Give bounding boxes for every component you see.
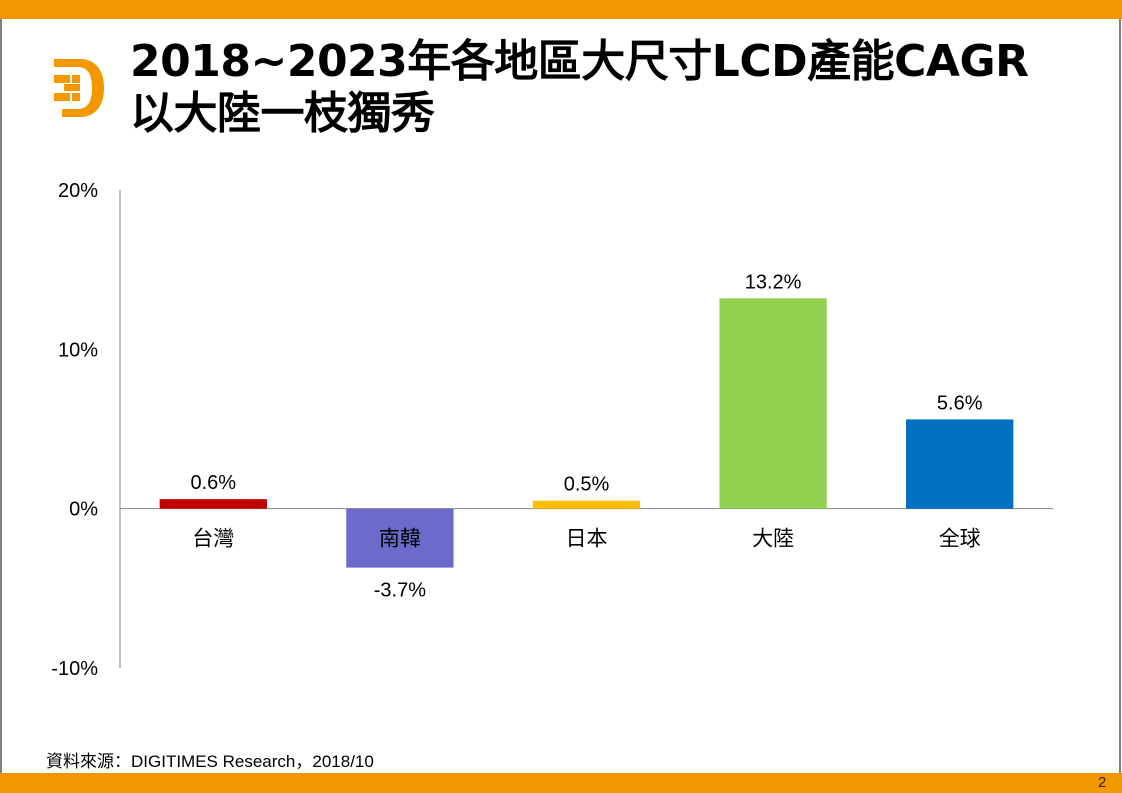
y-tick-label: 0% xyxy=(69,499,98,521)
bar xyxy=(159,499,267,509)
bar xyxy=(906,419,1014,509)
category-label: 大陸 xyxy=(752,527,794,551)
y-tick-label: -10% xyxy=(51,658,98,680)
y-tick-label: 10% xyxy=(58,339,98,361)
category-label: 全球 xyxy=(939,527,981,551)
top-accent-bar xyxy=(0,0,1122,19)
slide-title-line-2: 以大陸一枝獨秀 xyxy=(130,88,435,139)
slide-title-line-1: 2018~2023年各地區大尺寸LCD產能CAGR xyxy=(130,36,1029,87)
bar xyxy=(719,298,827,509)
slide-title: 2018~2023年各地區大尺寸LCD產能CAGR 以大陸一枝獨秀 xyxy=(130,36,1110,140)
data-label: 13.2% xyxy=(745,271,802,293)
digitimes-logo-icon xyxy=(54,59,104,117)
bars xyxy=(159,298,1014,568)
data-labels: 0.6% -3.7% 0.5% 13.2% 5.6% xyxy=(191,271,983,601)
source-note: 資料來源：DIGITIMES Research，2018/10 xyxy=(46,752,374,771)
bar xyxy=(532,500,641,509)
bar xyxy=(346,508,454,568)
category-label: 台灣 xyxy=(192,527,234,551)
slide-left-border xyxy=(0,19,2,773)
data-label: 0.6% xyxy=(191,472,237,494)
category-label: 日本 xyxy=(566,527,608,551)
data-label: 0.5% xyxy=(564,474,610,496)
category-labels: 台灣 南韓 日本 大陸 全球 xyxy=(192,527,980,551)
data-label: 5.6% xyxy=(937,392,983,414)
slide-right-border xyxy=(1119,19,1121,773)
y-tick-label: 20% xyxy=(58,180,98,202)
bottom-accent-bar xyxy=(0,773,1122,793)
category-label: 南韓 xyxy=(379,527,421,551)
page-number: 2 xyxy=(1098,774,1107,791)
data-label: -3.7% xyxy=(374,580,426,602)
y-axis: 20% 10% 0% -10% xyxy=(51,180,1053,680)
